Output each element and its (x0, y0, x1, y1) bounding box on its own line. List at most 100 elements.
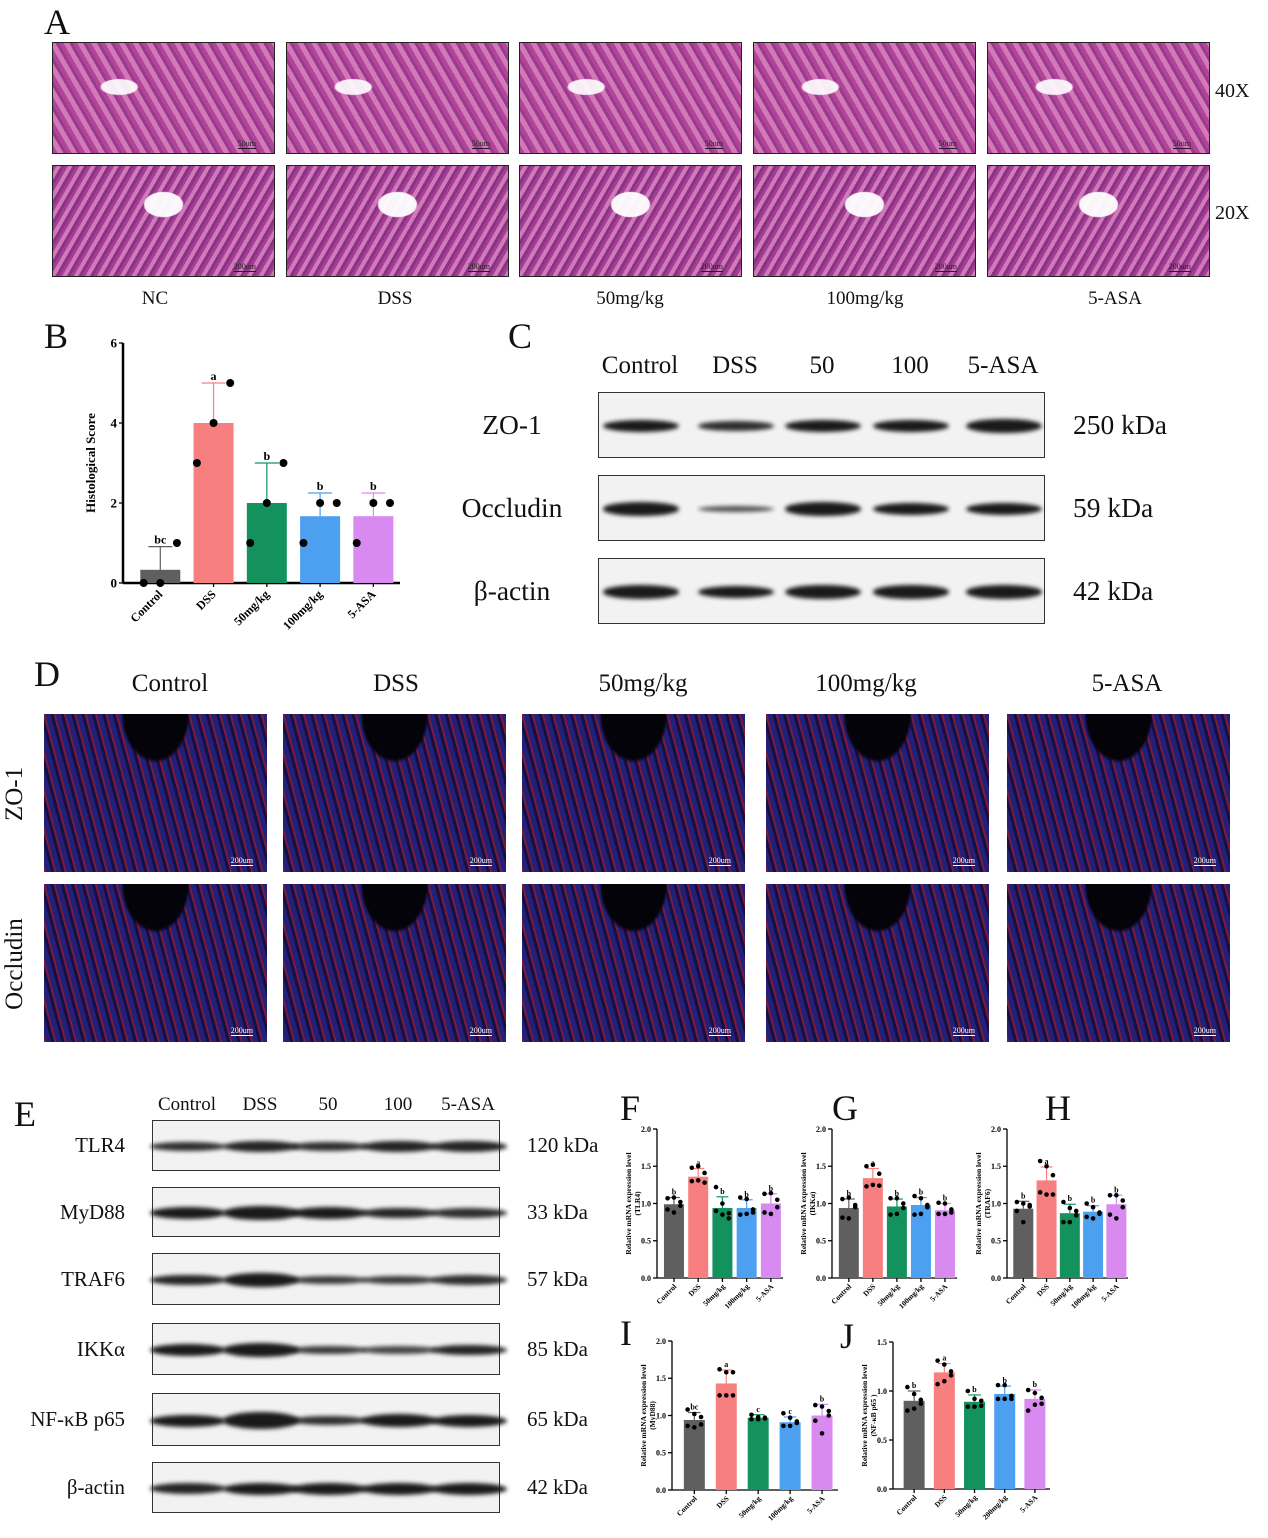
protein-band (698, 586, 774, 598)
protein-band (223, 1412, 299, 1429)
data-point (750, 1207, 756, 1212)
data-point (972, 1396, 977, 1402)
y-tick-label: 1.0 (877, 1387, 887, 1396)
lane-label: Control (601, 352, 679, 379)
panel-label-i: I (620, 1313, 632, 1353)
protein-label: NF-κB p65 (30, 1407, 125, 1432)
molecular-weight-label: 85 kDa (527, 1336, 588, 1361)
data-point (819, 1404, 825, 1409)
y-tick-label: 4 (111, 416, 118, 431)
protein-band (361, 1413, 437, 1428)
x-tick-label: 100mg/kg (897, 1282, 926, 1311)
data-point (1067, 1219, 1073, 1225)
bar (683, 1419, 705, 1490)
data-point (762, 1191, 767, 1197)
data-point (936, 1211, 941, 1217)
bar (760, 1203, 781, 1278)
data-point (942, 1378, 947, 1384)
histology-image: 200um (52, 165, 275, 277)
significance-letter: c (756, 1405, 760, 1414)
scale-bar-label: 200um (952, 1026, 975, 1036)
data-point (1107, 1193, 1113, 1198)
data-point (713, 1208, 719, 1214)
data-point (192, 459, 201, 467)
x-tick-label: 200mg/kg (981, 1493, 1010, 1522)
significance-letter: a (696, 1158, 700, 1167)
bar (140, 569, 181, 583)
x-tick-label: Control (1004, 1282, 1028, 1306)
data-point (774, 1197, 780, 1203)
group-label: 100mg/kg (826, 288, 904, 309)
protein-band (291, 1482, 367, 1495)
scale-bar-label: 200um (934, 262, 957, 272)
y-tick-label: 0.5 (641, 1237, 651, 1246)
x-tick-label: 50mg/kg (737, 1494, 763, 1520)
data-point (755, 1414, 761, 1420)
data-point (1050, 1192, 1056, 1197)
data-point (1050, 1172, 1056, 1178)
y-tick-label: 2.0 (656, 1337, 666, 1346)
row-label: Occludin (1, 918, 28, 1010)
y-tick-label: 1.5 (816, 1162, 826, 1171)
data-point (1037, 1158, 1043, 1164)
significance-letter: b (720, 1187, 725, 1196)
data-point (870, 1162, 876, 1168)
data-point (723, 1369, 729, 1375)
fluorescence-image: 200um (522, 714, 745, 872)
data-point (172, 539, 181, 547)
column-label: 50mg/kg (598, 670, 688, 697)
x-tick-label: 100mg/kg (766, 1494, 795, 1523)
protein-band (431, 1141, 507, 1152)
significance-letter: a (1045, 1157, 1049, 1166)
y-tick-label: 1.0 (656, 1411, 666, 1420)
y-tick-label: 1.5 (656, 1374, 666, 1383)
histology-image: 200um (753, 165, 976, 277)
data-point (226, 379, 235, 387)
protein-label: ZO-1 (482, 408, 542, 440)
protein-band (223, 1482, 299, 1495)
data-point (949, 1210, 954, 1215)
data-point (755, 1416, 761, 1422)
data-point (794, 1419, 800, 1424)
data-point (774, 1204, 780, 1210)
data-point (1014, 1199, 1020, 1205)
lane-label: 5-ASA (441, 1094, 495, 1115)
y-tick-label: 0.5 (877, 1436, 887, 1445)
bar (1013, 1208, 1034, 1278)
data-point (894, 1195, 900, 1201)
lane-label: DSS (242, 1094, 278, 1115)
data-point (1025, 1408, 1031, 1413)
protein-band (150, 1141, 226, 1152)
data-point (156, 579, 165, 587)
data-point (912, 1193, 917, 1199)
lane-label: DSS (712, 352, 758, 379)
data-point (918, 1401, 924, 1407)
blot-image (598, 392, 1045, 458)
data-point (935, 1381, 940, 1387)
bar (838, 1207, 859, 1278)
bar (779, 1422, 801, 1490)
data-point (936, 1200, 941, 1206)
y-axis-label-secondary: (TRAF6) (983, 1188, 992, 1218)
protein-band (150, 1207, 226, 1219)
molecular-weight-label: 65 kDa (527, 1407, 588, 1432)
data-point (1020, 1201, 1026, 1206)
data-point (864, 1163, 869, 1169)
data-point (678, 1203, 683, 1209)
histology-image: 200um (286, 165, 509, 277)
panel-label-f: F (620, 1088, 641, 1128)
bar (811, 1415, 833, 1490)
group-label: 5-ASA (1088, 288, 1142, 309)
data-point (978, 1398, 984, 1404)
blot-image (150, 1120, 507, 1171)
data-point (794, 1420, 800, 1426)
data-point (695, 1178, 701, 1183)
data-point (762, 1416, 768, 1421)
data-point (846, 1195, 852, 1200)
protein-band (361, 1346, 437, 1354)
molecular-weight-label: 57 kDa (527, 1266, 588, 1291)
y-tick-label: 2.0 (641, 1125, 651, 1134)
protein-band (150, 1483, 226, 1494)
bar (1083, 1211, 1104, 1278)
y-axis-label: Relative mRNA expression level (799, 1152, 808, 1254)
